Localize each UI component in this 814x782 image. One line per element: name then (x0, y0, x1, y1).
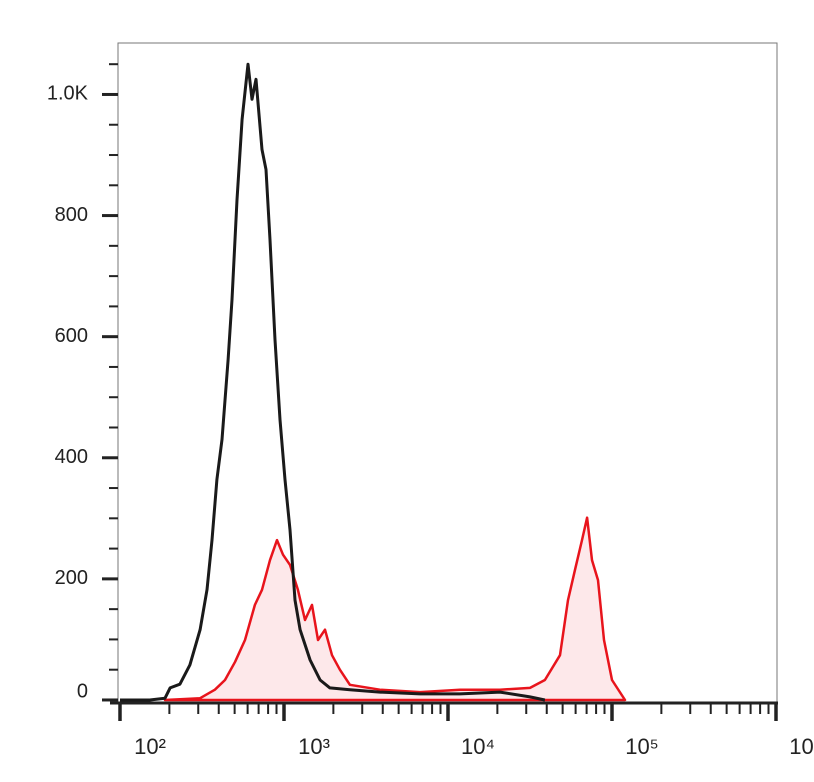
y-tick-label: 400 (55, 446, 88, 468)
x-tick-label: 10³ (298, 734, 330, 759)
plot-frame (117, 42, 778, 704)
x-tick-label: 10² (134, 734, 166, 759)
y-tick-label: 600 (55, 325, 88, 347)
y-tick-label: 200 (55, 567, 88, 589)
x-tick-label: 10⁴ (461, 734, 495, 759)
y-tick-label: 1.0K (47, 83, 89, 105)
y-tick-label: 0 (77, 680, 88, 702)
filled-histogram (163, 516, 627, 702)
histogram-line (120, 62, 546, 702)
x-tick-label: 10⁶ (789, 734, 814, 759)
x-tick-label: 10⁵ (625, 734, 659, 759)
y-tick-label: 800 (55, 204, 88, 226)
